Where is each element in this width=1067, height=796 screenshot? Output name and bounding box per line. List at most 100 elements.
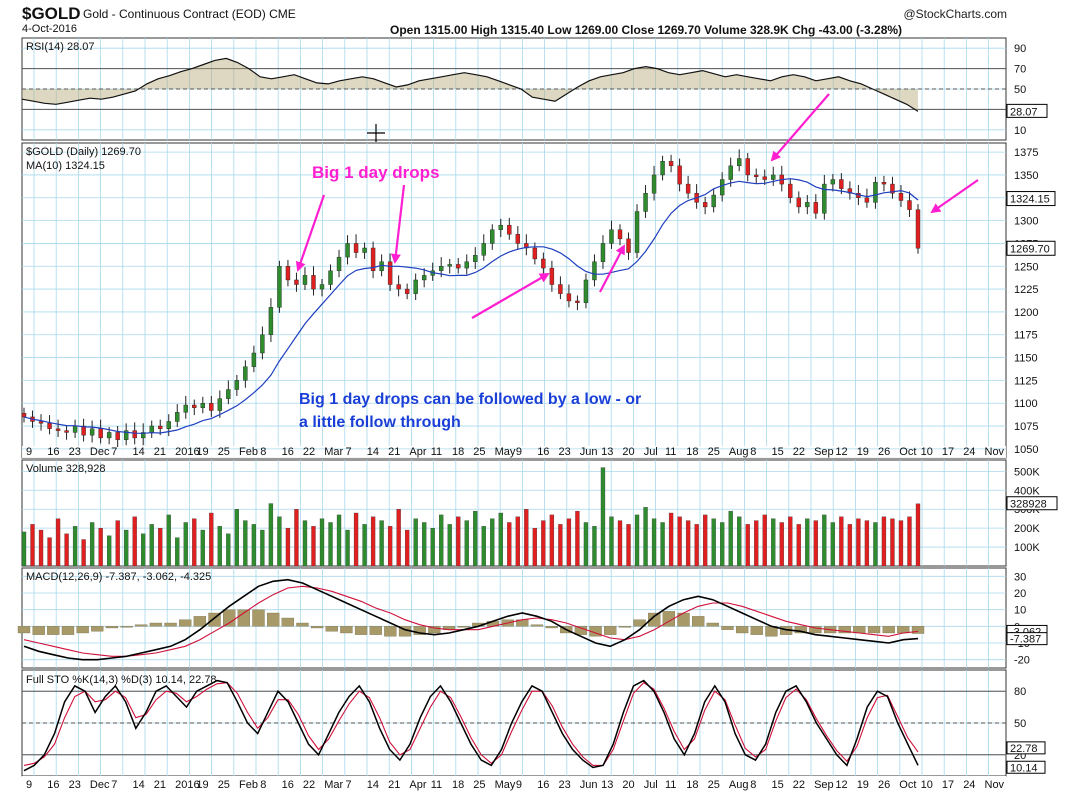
- candle-body-64: [566, 293, 572, 302]
- sto-badge-box-1: [1006, 760, 1046, 774]
- sto-xtick-37: Sep: [814, 779, 834, 791]
- panel-macd: [21, 567, 1007, 669]
- candle-body-55: [490, 229, 495, 244]
- volume-bar-50: [447, 524, 452, 567]
- annotation-arrow-3: [599, 244, 625, 293]
- candle-body-5: [64, 430, 69, 433]
- volume-bar-13: [132, 516, 137, 567]
- macd-signal-line: [23, 585, 919, 657]
- macd-hist-47: [706, 622, 719, 627]
- price-xtick-17: 21: [388, 446, 400, 458]
- volume-bar-47: [422, 522, 427, 567]
- macd-hist-22: [340, 626, 353, 634]
- macd-hist-1: [32, 626, 45, 635]
- volume-bar-2: [38, 529, 44, 567]
- candle-body-94: [822, 183, 827, 214]
- candle-body-87: [762, 176, 767, 180]
- sto-xtick-34: 8: [750, 779, 756, 791]
- price-tick-5: 1250: [1014, 261, 1038, 273]
- candle-body-12: [123, 430, 129, 440]
- candle-body-96: [839, 179, 844, 189]
- sto-xtick-4: 7: [111, 779, 117, 791]
- sto-xtick-10: Feb: [239, 779, 258, 791]
- volume-bar-6: [72, 526, 78, 567]
- candle-body-84: [737, 158, 742, 167]
- volume-bar-82: [720, 522, 725, 567]
- sto-xtick-28: 20: [622, 779, 634, 791]
- macd-hist-10: [164, 622, 177, 627]
- price-tick-1: 1350: [1014, 170, 1038, 182]
- price-xtick-28: 20: [622, 446, 634, 458]
- rsi-line: [21, 57, 919, 112]
- volume-bar-45: [404, 529, 410, 567]
- sto-xtick-24: 16: [537, 779, 549, 791]
- volume-bar-77: [677, 516, 682, 567]
- chart-date: 4-Oct-2016: [22, 23, 78, 35]
- sto-xtick-9: 25: [218, 779, 230, 791]
- volume-bar-18: [175, 537, 180, 567]
- candle-body-77: [677, 165, 682, 185]
- price-tick-7: 1200: [1014, 307, 1038, 319]
- macd-tick-1: 20: [1014, 588, 1026, 600]
- volume-bar-83: [728, 510, 733, 567]
- volume-bar-81: [711, 518, 716, 567]
- volume-bar-44: [396, 509, 401, 567]
- sto-xtick-20: 18: [452, 779, 464, 791]
- price-xtick-19: 11: [431, 446, 442, 458]
- volume-bar-33: [302, 520, 308, 567]
- volume-bar-28: [260, 529, 265, 567]
- candle-body-25: [234, 380, 240, 390]
- volume-bar-101: [881, 516, 887, 567]
- macd-hist-50: [750, 626, 763, 635]
- sto-xtick-12: 16: [282, 779, 294, 791]
- macd-hist-11: [179, 619, 192, 627]
- price-badge-box-1: [1006, 240, 1056, 256]
- candle-body-99: [864, 197, 870, 203]
- candle-body-53: [473, 255, 478, 262]
- macd-hist-35: [530, 624, 544, 627]
- macd-hist-30: [457, 626, 470, 628]
- sto-xtick-35: 15: [772, 779, 784, 791]
- vol-tick-0: 500K: [1014, 466, 1040, 478]
- volume-bar-95: [830, 522, 836, 567]
- sto-xtick-25: 23: [559, 779, 571, 791]
- price-badge-1: 1269.70: [1010, 243, 1050, 255]
- candle-body-85: [745, 158, 750, 176]
- candle-body-7: [81, 425, 86, 436]
- macd-hist-61: [911, 626, 925, 634]
- volume-bar-12: [124, 529, 129, 567]
- candle-body-9: [98, 428, 103, 439]
- candle-body-40: [362, 247, 367, 253]
- volume-bar-31: [285, 527, 291, 567]
- volume-bar-105: [915, 503, 921, 567]
- candle-body-46: [413, 279, 418, 294]
- volume-bar-97: [847, 524, 853, 567]
- price-xtick-25: 23: [559, 446, 571, 458]
- sto-badge-box-0: [1006, 741, 1046, 755]
- candle-body-50: [447, 264, 452, 267]
- sto-xtick-6: 21: [154, 779, 166, 791]
- sto-xtick-44: 24: [963, 779, 975, 791]
- candle-body-74: [651, 174, 657, 194]
- volume-bar-39: [353, 512, 359, 567]
- volume-bar-85: [745, 524, 750, 567]
- macd-hist-15: [237, 609, 250, 627]
- sto-xtick-41: Oct: [899, 779, 916, 791]
- price-tick-6: 1225: [1014, 284, 1038, 296]
- volume-bar-88: [771, 518, 776, 567]
- candle-body-32: [294, 279, 299, 285]
- candle-body-51: [456, 264, 461, 269]
- macd-hist-25: [384, 626, 397, 637]
- candle-body-47: [421, 275, 427, 281]
- macd-tick-0: 30: [1014, 571, 1026, 583]
- volume-bar-52: [464, 520, 469, 567]
- volume-bar-72: [634, 514, 640, 567]
- volume-bar-19: [183, 522, 188, 567]
- candle-body-28: [260, 334, 265, 354]
- candle-body-27: [251, 352, 257, 367]
- volume-bar-94: [822, 514, 827, 567]
- price-tick-8: 1175: [1014, 330, 1038, 342]
- volume-bar-71: [626, 524, 631, 567]
